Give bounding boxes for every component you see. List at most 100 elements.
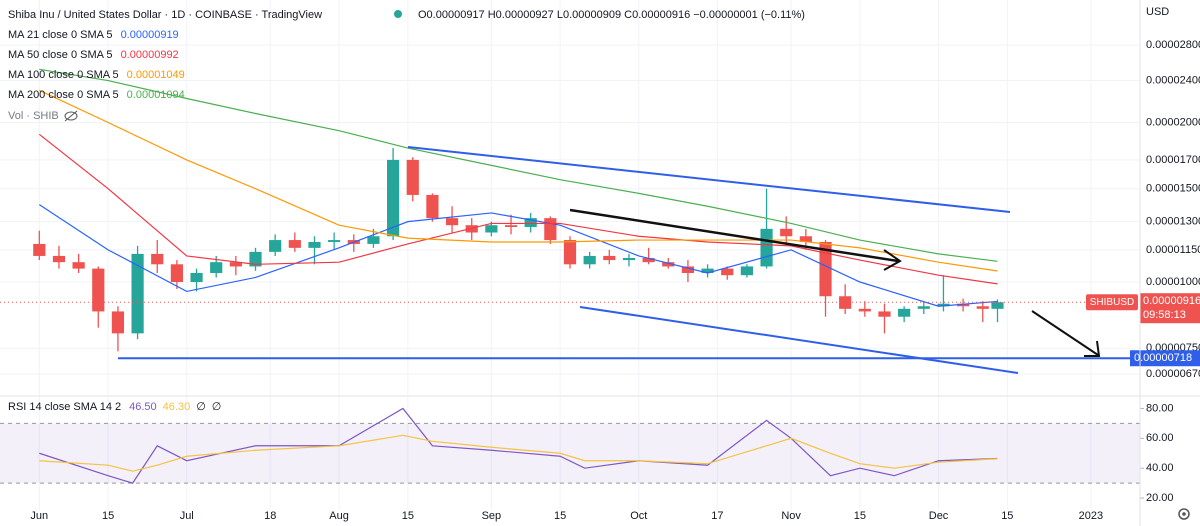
plot: 0.00000718 SHIBUSD 0.00000916 09:58:13: [0, 68, 1200, 484]
x-tick-label: 18: [264, 510, 276, 522]
x-tick-label: Dec: [929, 510, 949, 522]
y-tick-label: 0.00001500: [1146, 183, 1200, 195]
candle-body: [387, 159, 400, 237]
y-tick-label: 0.00002400: [1146, 74, 1200, 86]
candle-body: [740, 266, 753, 276]
y-tick-label: 0.00002800: [1146, 39, 1200, 51]
candle-body: [858, 308, 871, 312]
rsi-title: RSI 14 close SMA 14 2: [8, 401, 121, 413]
candle-body: [917, 306, 930, 309]
moving-average: [39, 68, 998, 262]
channel-upper: [407, 146, 1011, 213]
symbol-box: [1086, 294, 1138, 311]
y-tick-label: 0.00001150: [1146, 244, 1200, 256]
candle-body: [229, 262, 242, 267]
candle-body: [485, 225, 498, 233]
rsi-legend-value: 46.50: [129, 401, 157, 413]
candle-body: [878, 311, 891, 317]
candle-body: [72, 262, 85, 269]
x-tick-label: Jun: [30, 510, 48, 522]
candle-body: [898, 308, 911, 317]
last-price-label: 0.00000916: [1143, 295, 1200, 307]
trend-arrow: [569, 208, 899, 263]
ma-legend-value: 0.00001094: [127, 89, 185, 101]
candle-body: [151, 253, 164, 265]
moving-average: [38, 204, 998, 307]
candle-body: [328, 240, 341, 242]
candle-body: [308, 241, 321, 248]
candle-body: [288, 240, 301, 248]
candle-body: [445, 218, 459, 226]
candle-body: [839, 296, 852, 309]
candle-body: [721, 268, 734, 276]
x-tick-label: Oct: [630, 510, 647, 522]
x-tick-label: Nov: [781, 510, 801, 522]
status-dot: [394, 10, 402, 18]
candle-body: [799, 236, 812, 242]
x-tick-label: Sep: [482, 510, 502, 522]
candle-body: [760, 228, 773, 267]
y-tick-label: 0.00001700: [1146, 154, 1200, 166]
y-tick-label: 0.00001000: [1146, 276, 1200, 288]
moving-average: [39, 89, 998, 272]
candle-body: [524, 218, 537, 228]
candle-body: [563, 240, 577, 265]
arrow-head: [1084, 340, 1101, 357]
candle-body: [583, 255, 596, 265]
y-tick-label: 0.00002000: [1146, 116, 1200, 128]
rsi-tick-label: 60.00: [1146, 432, 1174, 444]
candle-body: [937, 303, 950, 307]
rsi-legend-extra: ∅: [212, 401, 222, 413]
legend: Shiba Inu / United States Dollar · 1D · …: [8, 6, 1169, 413]
x-tick-label: Jul: [180, 510, 194, 522]
drawings: [407, 146, 1101, 374]
ma-legend-value: 0.00000919: [121, 29, 179, 41]
candle-body: [642, 257, 655, 263]
support-label: 0.00000718: [1134, 352, 1192, 364]
ma-legend-value: 0.00000992: [121, 49, 179, 61]
candle-body: [465, 225, 478, 233]
ma-legend-name: MA 100 close 0 SMA 5: [8, 69, 119, 81]
candle-body: [52, 255, 66, 263]
support-label-box: [1130, 350, 1200, 367]
ma-legend-value: 0.00001049: [127, 69, 185, 81]
candle-body: [170, 264, 183, 283]
chart-title: Shiba Inu / United States Dollar · 1D · …: [8, 9, 322, 21]
candle-body: [406, 159, 419, 195]
x-tick-label: Aug: [329, 510, 349, 522]
countdown-label: 09:58:13: [1143, 309, 1186, 321]
rsi-tick-label: 20.00: [1146, 492, 1174, 504]
x-tick-label: 15: [1001, 510, 1013, 522]
rsi-legend-value: 46.30: [163, 401, 191, 413]
candle-body: [504, 225, 518, 228]
channel-lower: [579, 306, 1019, 374]
candle-body: [210, 262, 223, 273]
candle-body: [190, 272, 203, 283]
candle-body: [367, 236, 380, 244]
candle-body: [249, 251, 262, 267]
candle-body: [819, 241, 832, 297]
currency-label[interactable]: USD: [1146, 6, 1169, 18]
forecast-arrow: [1031, 310, 1099, 356]
candle-body: [426, 194, 439, 219]
candle-body: [544, 218, 557, 241]
candle-body: [957, 303, 970, 307]
candle-body: [662, 262, 675, 267]
ma-legend-name: MA 200 close 0 SMA 5: [8, 89, 119, 101]
settings-icon[interactable]: [1178, 508, 1190, 520]
rsi-band: [0, 423, 1140, 484]
candle-body: [991, 302, 1004, 309]
x-tick-label: 15: [102, 510, 114, 522]
arrow-head: [883, 249, 902, 271]
y-tick-label: 0.00001300: [1146, 216, 1200, 228]
x-tick-label: 17: [711, 510, 723, 522]
candle-body: [111, 311, 125, 334]
rsi-line: [39, 407, 998, 484]
rsi-legend-extra: ∅: [196, 401, 206, 413]
x-tick-label: 15: [554, 510, 566, 522]
x-tick-label: 15: [854, 510, 866, 522]
rsi-tick-label: 80.00: [1146, 402, 1174, 414]
eye-icon[interactable]: [64, 110, 78, 122]
